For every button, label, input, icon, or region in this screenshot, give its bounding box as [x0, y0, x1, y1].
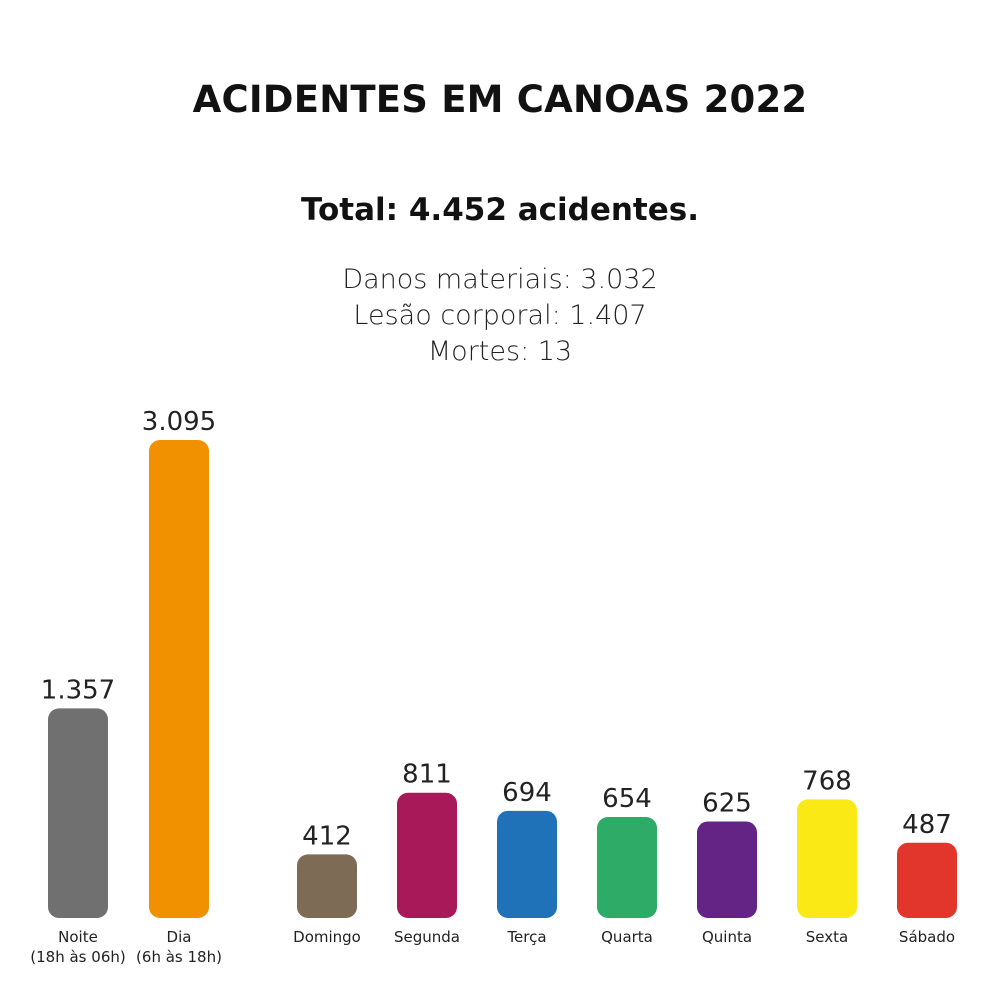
breakdown-danos-materiais: Danos materiais: 3.032 — [342, 264, 658, 295]
value-label-terca: 694 — [502, 778, 552, 808]
category-label-noite-sub: (18h às 06h) — [30, 948, 125, 966]
category-label-quarta: Quarta — [601, 928, 653, 946]
bar-domingo — [297, 854, 357, 918]
bar-noite — [48, 708, 108, 918]
category-label-dia-sub: (6h às 18h) — [136, 948, 222, 966]
breakdown-list: Danos materiais: 3.032 Lesão corporal: 1… — [0, 262, 1000, 370]
total-accidents: Total: 4.452 acidentes. — [300, 192, 699, 228]
category-label-quinta: Quinta — [702, 928, 752, 946]
bar-sabado — [897, 842, 957, 918]
chart-title: ACIDENTES EM CANOAS 2022 — [192, 78, 808, 121]
category-label-sexta: Sexta — [806, 928, 848, 946]
value-label-quarta: 654 — [602, 784, 652, 814]
value-label-domingo: 412 — [302, 821, 352, 851]
category-label-dia: Dia — [167, 928, 192, 946]
breakdown-lesao-corporal: Lesão corporal: 1.407 — [353, 300, 647, 331]
bar-quarta — [597, 816, 657, 918]
category-label-noite: Noite — [58, 928, 98, 946]
category-label-terca: Terça — [506, 928, 546, 946]
category-label-sabado: Sábado — [899, 928, 955, 946]
bar-terca — [497, 810, 557, 918]
value-label-segunda: 811 — [402, 760, 452, 790]
breakdown-mortes: Mortes: 13 — [427, 336, 573, 367]
category-label-domingo: Domingo — [293, 928, 361, 946]
value-label-dia: 3.095 — [142, 407, 216, 437]
bar-sexta — [797, 799, 857, 918]
value-label-quinta: 625 — [702, 788, 752, 818]
bar-segunda — [397, 792, 457, 918]
value-label-noite: 1.357 — [41, 675, 115, 705]
value-label-sabado: 487 — [902, 810, 952, 840]
bar-quinta — [697, 821, 757, 918]
bar-dia — [149, 440, 209, 918]
value-label-sexta: 768 — [802, 766, 852, 796]
category-label-segunda: Segunda — [394, 928, 460, 946]
